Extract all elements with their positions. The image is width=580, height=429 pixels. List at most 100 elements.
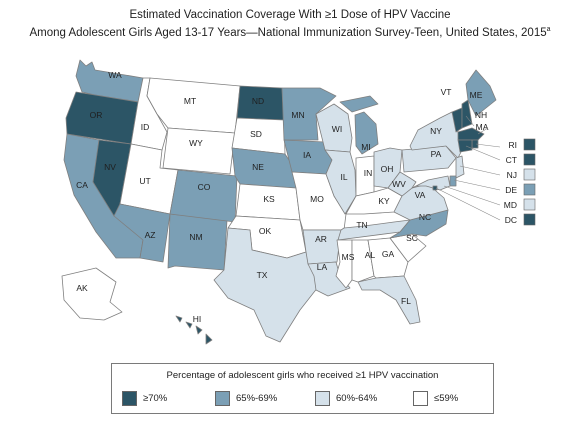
state-nh xyxy=(461,99,473,129)
leader-line-6 xyxy=(443,185,501,206)
label-mi: MI xyxy=(361,142,370,152)
leader-line-2 xyxy=(475,143,501,148)
state-co xyxy=(169,169,238,223)
sidebox-label-md: MD xyxy=(504,200,517,210)
title-footnote: a xyxy=(546,26,551,33)
label-wv: WV xyxy=(392,179,406,189)
sidebox-label-ri: RI xyxy=(509,140,518,150)
label-ga: GA xyxy=(382,249,395,259)
sidebox-label-de: DE xyxy=(505,185,517,195)
state-wv xyxy=(387,171,417,197)
legend: Percentage of adolescent girls who recei… xyxy=(111,363,494,414)
label-nv: NV xyxy=(104,162,116,172)
label-nd: ND xyxy=(252,96,264,106)
state-md xyxy=(411,175,451,191)
sidebox-swatch-de xyxy=(523,183,536,196)
label-sd: SD xyxy=(250,129,262,139)
label-va: VA xyxy=(415,190,426,200)
state-ct xyxy=(457,139,473,153)
label-il: IL xyxy=(340,172,347,182)
state-labels-layer: WA OR CA NV ID MT WY UT AZ NM CO ND SD NE KS OK TX MN IA MO… xyxy=(76,70,489,324)
leader-line-7 xyxy=(435,187,501,221)
sidebox-swatch-ct xyxy=(523,153,536,166)
legend-swatch-very-high xyxy=(122,391,137,406)
label-co: CO xyxy=(198,182,211,192)
label-al: AL xyxy=(365,250,376,260)
label-or: OR xyxy=(90,110,103,120)
legend-label-low: ≤59% xyxy=(434,393,459,404)
states-layer xyxy=(61,59,497,345)
state-pa xyxy=(401,145,457,173)
map-title-line1: Estimated Vaccination Coverage With ≥1 D… xyxy=(129,9,451,21)
legend-label-medium: 60%-64% xyxy=(336,393,378,404)
label-ms: MS xyxy=(342,252,355,262)
state-de xyxy=(449,175,457,187)
state-wy xyxy=(162,127,236,175)
legend-label-very-high: ≥70% xyxy=(143,393,168,404)
state-mi xyxy=(339,95,379,155)
label-ar: AR xyxy=(315,234,327,244)
label-nc: NC xyxy=(419,212,431,222)
state-ak xyxy=(61,267,123,321)
state-fl xyxy=(357,275,421,325)
label-ks: KS xyxy=(263,194,275,204)
label-ut: UT xyxy=(139,176,150,186)
label-ne: NE xyxy=(252,162,264,172)
legend-swatch-low xyxy=(413,391,428,406)
label-ky: KY xyxy=(378,196,390,206)
sidebox-label-dc: DC xyxy=(505,215,517,225)
label-ia: IA xyxy=(303,150,311,160)
label-fl: FL xyxy=(401,296,411,306)
small-state-boxes: RI CT NJ DE MD DC xyxy=(504,138,536,226)
sidebox-label-ct: CT xyxy=(506,155,517,165)
state-ne xyxy=(231,147,297,189)
label-pa: PA xyxy=(431,149,442,159)
legend-title: Percentage of adolescent girls who recei… xyxy=(166,370,439,381)
state-tx xyxy=(213,227,323,343)
label-ca: CA xyxy=(76,180,88,190)
label-mt: MT xyxy=(184,96,196,106)
label-ny: NY xyxy=(430,126,442,136)
label-hi: HI xyxy=(193,314,202,324)
label-oh: OH xyxy=(381,164,394,174)
state-tn xyxy=(337,219,411,241)
label-tx: TX xyxy=(257,270,268,280)
sidebox-swatch-ri xyxy=(523,138,536,151)
state-la xyxy=(307,261,351,297)
label-nh: NH xyxy=(475,110,487,120)
label-vt: VT xyxy=(441,87,452,97)
state-me xyxy=(465,69,497,117)
map-title-line2: Among Adolescent Girls Aged 13-17 Years—… xyxy=(29,26,551,39)
label-mo: MO xyxy=(310,194,324,204)
state-ma xyxy=(457,127,485,141)
label-ma: MA xyxy=(476,122,489,132)
label-sc: SC xyxy=(406,233,418,243)
state-il xyxy=(324,149,357,215)
label-wy: WY xyxy=(189,138,203,148)
sidebox-swatch-nj xyxy=(523,168,536,181)
label-tn: TN xyxy=(356,220,367,230)
label-wi: WI xyxy=(332,124,342,134)
legend-swatch-high xyxy=(215,391,230,406)
label-in: IN xyxy=(364,168,373,178)
label-me: ME xyxy=(470,90,483,100)
legend-swatch-medium xyxy=(315,391,330,406)
label-id: ID xyxy=(141,122,150,132)
state-nm xyxy=(167,213,228,271)
leader-lines-layer xyxy=(435,115,501,221)
sidebox-label-nj: NJ xyxy=(507,170,517,180)
state-nj xyxy=(455,155,465,179)
label-mn: MN xyxy=(291,110,304,120)
label-wa: WA xyxy=(108,70,122,80)
state-al xyxy=(351,239,375,283)
sidebox-swatch-dc xyxy=(523,213,536,226)
label-ak: AK xyxy=(76,283,88,293)
label-az: AZ xyxy=(145,230,156,240)
label-la: LA xyxy=(317,262,328,272)
label-ok: OK xyxy=(259,226,272,236)
state-dc xyxy=(432,185,438,191)
label-nm: NM xyxy=(189,232,202,242)
leader-line-5 xyxy=(453,179,501,191)
leader-line-4 xyxy=(459,165,501,176)
